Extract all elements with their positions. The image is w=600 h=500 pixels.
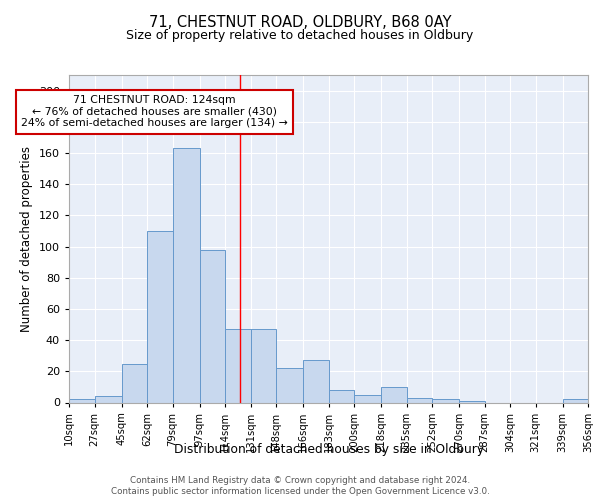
Bar	[329, 390, 354, 402]
Text: 71 CHESTNUT ROAD: 124sqm
← 76% of detached houses are smaller (430)
24% of semi-: 71 CHESTNUT ROAD: 124sqm ← 76% of detach…	[21, 96, 288, 128]
Bar	[432, 400, 459, 402]
Bar	[303, 360, 329, 403]
Bar	[225, 329, 251, 402]
Y-axis label: Number of detached properties: Number of detached properties	[20, 146, 33, 332]
Bar	[459, 401, 485, 402]
Bar	[563, 400, 588, 402]
Text: Size of property relative to detached houses in Oldbury: Size of property relative to detached ho…	[127, 29, 473, 42]
Bar	[95, 396, 121, 402]
Bar	[381, 387, 407, 402]
Text: 71, CHESTNUT ROAD, OLDBURY, B68 0AY: 71, CHESTNUT ROAD, OLDBURY, B68 0AY	[149, 15, 451, 30]
Bar	[407, 398, 432, 402]
Bar	[276, 368, 303, 402]
Bar	[199, 250, 225, 402]
Bar	[354, 394, 381, 402]
Bar	[121, 364, 147, 403]
Bar	[251, 329, 276, 402]
Bar	[173, 148, 199, 402]
Text: Contains public sector information licensed under the Open Government Licence v3: Contains public sector information licen…	[110, 487, 490, 496]
Bar	[69, 400, 95, 402]
Text: Contains HM Land Registry data © Crown copyright and database right 2024.: Contains HM Land Registry data © Crown c…	[130, 476, 470, 485]
Text: Distribution of detached houses by size in Oldbury: Distribution of detached houses by size …	[174, 442, 484, 456]
Bar	[147, 231, 173, 402]
